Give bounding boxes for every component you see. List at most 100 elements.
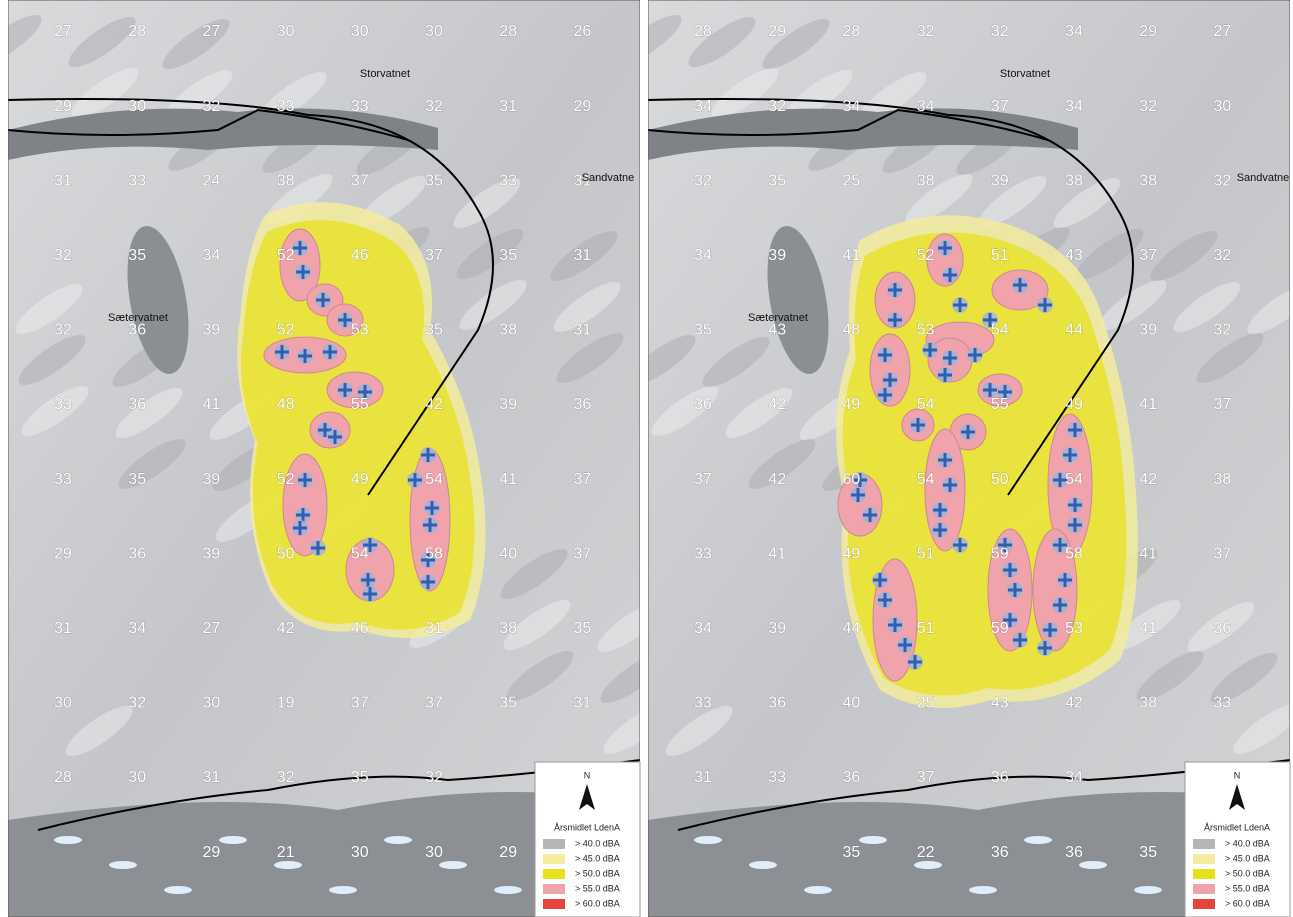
grid-value: 32 [425, 98, 443, 115]
legend-label: > 45.0 dBA [575, 853, 620, 863]
grid-value: 53 [917, 322, 935, 339]
grid-value: 49 [843, 396, 861, 413]
grid-value: 39 [203, 322, 221, 339]
grid-value: 19 [277, 695, 295, 712]
grid-value: 37 [991, 98, 1009, 115]
grid-value: 31 [499, 98, 517, 115]
grid-value: 54 [1065, 471, 1083, 488]
grid-value: 39 [1139, 322, 1157, 339]
grid-value: 37 [917, 769, 935, 786]
legend-swatch [543, 869, 565, 879]
grid-value: 43 [768, 322, 786, 339]
legend-label: > 60.0 dBA [1225, 898, 1270, 908]
legend-label: > 55.0 dBA [1225, 883, 1270, 893]
grid-value: 25 [917, 695, 935, 712]
grid-value: 42 [277, 620, 295, 637]
ice [859, 836, 887, 844]
grid-value: 32 [54, 322, 72, 339]
grid-value: 30 [128, 98, 146, 115]
grid-value: 36 [694, 396, 712, 413]
grid-value: 31 [574, 695, 592, 712]
legend-swatch [1193, 899, 1215, 909]
grid-value: 36 [991, 844, 1009, 861]
grid-value: 26 [574, 23, 592, 40]
ice [219, 836, 247, 844]
legend-label: > 40.0 dBA [575, 838, 620, 848]
ice [384, 836, 412, 844]
grid-value: 53 [351, 322, 369, 339]
ice [694, 836, 722, 844]
grid-value: 38 [917, 172, 935, 189]
grid-value: 39 [768, 620, 786, 637]
grid-value: 29 [54, 545, 72, 562]
place-name: Storvatnet [1000, 68, 1050, 80]
grid-value: 32 [277, 769, 295, 786]
legend-label: > 45.0 dBA [1225, 853, 1270, 863]
grid-value: 54 [425, 471, 443, 488]
grid-value: 36 [768, 695, 786, 712]
grid-value: 35 [128, 247, 146, 264]
grid-value: 30 [128, 769, 146, 786]
grid-value: 37 [694, 471, 712, 488]
grid-value: 31 [574, 247, 592, 264]
grid-value: 32 [1214, 322, 1232, 339]
grid-value: 58 [1065, 545, 1083, 562]
grid-value: 54 [991, 322, 1009, 339]
grid-value: 53 [1065, 620, 1083, 637]
grid-value: 39 [991, 172, 1009, 189]
grid-value: 37 [425, 695, 443, 712]
grid-value: 28 [694, 23, 712, 40]
grid-value: 42 [1139, 471, 1157, 488]
grid-value: 33 [694, 545, 712, 562]
grid-value: 41 [768, 545, 786, 562]
grid-value: 55 [351, 396, 369, 413]
place-name: Sætervatnet [748, 312, 808, 324]
grid-value: 34 [917, 98, 935, 115]
grid-value: 38 [499, 620, 517, 637]
grid-value: 41 [843, 247, 861, 264]
grid-value: 40 [499, 545, 517, 562]
legend-swatch [1193, 854, 1215, 864]
grid-value: 35 [499, 247, 517, 264]
ice [164, 886, 192, 894]
grid-value: 34 [203, 247, 221, 264]
grid-value: 37 [351, 172, 369, 189]
grid-value: 27 [54, 23, 72, 40]
grid-value: 34 [128, 620, 146, 637]
grid-value: 29 [54, 98, 72, 115]
grid-value: 32 [425, 769, 443, 786]
north-label: N [584, 770, 591, 780]
grid-value: 36 [574, 396, 592, 413]
place-name: Sætervatnet [108, 312, 168, 324]
ice [914, 861, 942, 869]
grid-value: 33 [1214, 695, 1232, 712]
grid-value: 33 [128, 172, 146, 189]
grid-value: 34 [694, 620, 712, 637]
grid-value: 51 [917, 620, 935, 637]
legend-label: > 40.0 dBA [1225, 838, 1270, 848]
legend: NÅrsmidlet LdenA> 40.0 dBA> 45.0 dBA> 50… [1185, 762, 1290, 917]
grid-value: 36 [1065, 844, 1083, 861]
grid-value: 42 [768, 396, 786, 413]
grid-value: 34 [1065, 769, 1083, 786]
grid-value: 35 [694, 322, 712, 339]
grid-value: 43 [1065, 247, 1083, 264]
grid-value: 21 [277, 844, 295, 861]
ice [749, 861, 777, 869]
grid-value: 39 [499, 396, 517, 413]
grid-value: 33 [499, 172, 517, 189]
legend-label: > 60.0 dBA [575, 898, 620, 908]
grid-value: 33 [351, 98, 369, 115]
legend-swatch [1193, 884, 1215, 894]
grid-value: 25 [843, 172, 861, 189]
grid-value: 34 [843, 98, 861, 115]
ice [1079, 861, 1107, 869]
grid-value: 24 [203, 172, 221, 189]
legend: NÅrsmidlet LdenA> 40.0 dBA> 45.0 dBA> 50… [535, 762, 640, 917]
ice [274, 861, 302, 869]
grid-value: 32 [1139, 98, 1157, 115]
grid-value: 38 [1139, 172, 1157, 189]
grid-value: 38 [277, 172, 295, 189]
ice [109, 861, 137, 869]
grid-value: 32 [917, 23, 935, 40]
